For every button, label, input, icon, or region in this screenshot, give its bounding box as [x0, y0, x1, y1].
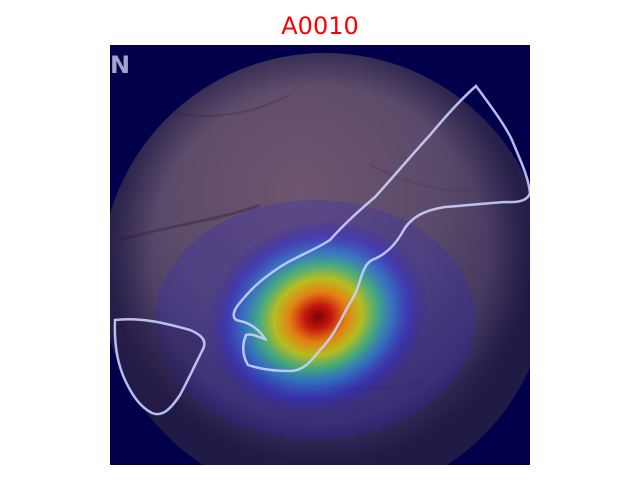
figure-title: A0010	[281, 12, 359, 40]
endoscopy-heatmap-image: N	[110, 45, 530, 465]
heatmap-overlay-svg	[110, 45, 530, 465]
corner-orientation-mark: N	[110, 51, 131, 79]
lesion-outline-main	[232, 84, 530, 373]
lesion-outline-left	[113, 317, 206, 416]
